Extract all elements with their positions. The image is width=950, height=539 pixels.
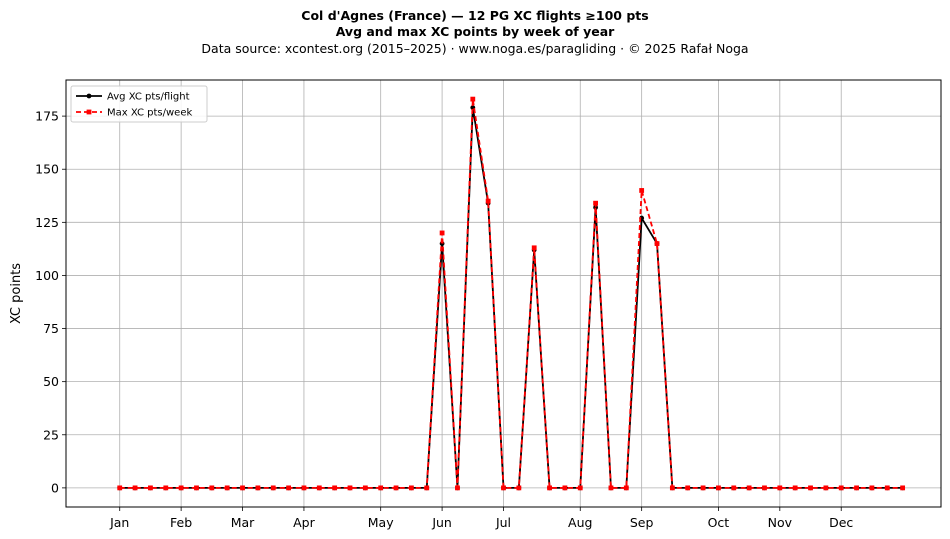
- data-point: [623, 485, 629, 491]
- legend-marker: [86, 93, 92, 99]
- data-point: [669, 485, 675, 491]
- x-tick-label-jul: Jul: [495, 515, 511, 530]
- data-point: [869, 485, 875, 491]
- series-line-max-xc-pts-week: [119, 98, 903, 489]
- series-max-xc-pts-week: [117, 96, 906, 491]
- data-point: [531, 245, 537, 251]
- data-point: [900, 485, 906, 491]
- data-point: [777, 485, 783, 491]
- chart-title: Col d'Agnes (France) — 12 PG XC flights …: [301, 8, 649, 23]
- data-point: [270, 485, 276, 491]
- legend-label: Max XC pts/week: [107, 108, 192, 119]
- data-point: [485, 198, 491, 204]
- data-point: [547, 485, 552, 491]
- chart-subtitle: Data source: xcontest.org (2015–2025) · …: [201, 41, 749, 56]
- data-point: [808, 485, 813, 491]
- x-tick-label-aug: Aug: [568, 515, 592, 530]
- x-tick-label-jun: Jun: [431, 515, 452, 530]
- y-axis-label: XC points: [9, 263, 24, 324]
- data-point: [255, 485, 261, 491]
- y-tick-label: 175: [35, 109, 59, 124]
- chart-title-line2: Avg and max XC points by week of year: [335, 24, 615, 39]
- data-point: [117, 485, 123, 491]
- axis-ticks: 0 25 50 75 100 125 150 175 Jan Feb Mar Apr May Jun Jul…: [35, 109, 853, 530]
- x-tick-label-sep: Sep: [630, 515, 654, 530]
- data-point: [654, 241, 660, 246]
- data-point: [716, 485, 721, 491]
- grid-lines: [66, 80, 941, 507]
- data-point: [148, 485, 153, 491]
- y-tick-label: 50: [43, 374, 59, 389]
- legend-label: Avg XC pts/flight: [107, 92, 190, 103]
- data-point: [209, 485, 215, 491]
- data-point: [593, 200, 599, 206]
- y-tick-label: 75: [43, 321, 59, 336]
- series-line-avg-xc-pts-flight: [119, 106, 903, 489]
- data-point: [516, 485, 522, 491]
- data-point: [362, 485, 368, 491]
- data-point: [838, 485, 844, 491]
- data-point: [286, 485, 291, 491]
- series-lines: [117, 96, 906, 491]
- y-tick-label: 150: [35, 162, 59, 177]
- data-point: [194, 485, 199, 491]
- data-point: [685, 485, 691, 491]
- data-point: [439, 230, 445, 236]
- x-tick-label-oct: Oct: [708, 515, 730, 530]
- data-point: [378, 485, 384, 491]
- legend-marker: [86, 109, 92, 115]
- chart-title-block: Col d'Agnes (France) — 12 PG XC flights …: [0, 8, 950, 57]
- data-point: [332, 485, 338, 491]
- data-point: [408, 485, 414, 491]
- y-tick-label: 100: [35, 268, 59, 283]
- data-point: [178, 485, 184, 491]
- series-avg-xc-pts-flight: [117, 105, 906, 491]
- data-point: [163, 485, 169, 491]
- data-point: [854, 485, 859, 491]
- data-point: [593, 205, 599, 210]
- y-tick-label: 25: [43, 427, 59, 442]
- x-tick-label-may: May: [368, 515, 394, 530]
- x-tick-label-feb: Feb: [170, 515, 192, 530]
- x-tick-label-dec: Dec: [829, 515, 853, 530]
- data-point: [501, 485, 506, 491]
- x-tick-label-jan: Jan: [109, 515, 129, 530]
- data-point: [316, 485, 322, 491]
- data-point: [301, 485, 307, 491]
- data-point: [562, 485, 568, 491]
- data-point: [393, 485, 399, 491]
- y-tick-label: 0: [51, 480, 59, 495]
- x-tick-label-nov: Nov: [768, 515, 793, 530]
- x-tick-label-apr: Apr: [293, 515, 315, 530]
- data-point: [608, 485, 614, 491]
- y-tick-label: 125: [35, 215, 59, 230]
- data-point: [424, 485, 430, 491]
- data-point: [639, 188, 645, 193]
- legend-box: [70, 85, 208, 123]
- legend: Avg XC pts/flight Max XC pts/week: [70, 85, 208, 123]
- data-point: [240, 485, 245, 491]
- x-tick-label-mar: Mar: [231, 515, 255, 530]
- data-point: [577, 485, 583, 491]
- data-point: [823, 485, 829, 491]
- data-point: [762, 485, 767, 491]
- data-point: [132, 485, 138, 491]
- data-point: [455, 485, 460, 491]
- data-point: [470, 96, 476, 102]
- data-point: [792, 485, 798, 491]
- data-point: [731, 485, 737, 491]
- data-point: [746, 485, 752, 491]
- data-point: [884, 485, 890, 491]
- data-point: [700, 485, 706, 491]
- data-point: [224, 485, 230, 491]
- data-point: [347, 485, 353, 491]
